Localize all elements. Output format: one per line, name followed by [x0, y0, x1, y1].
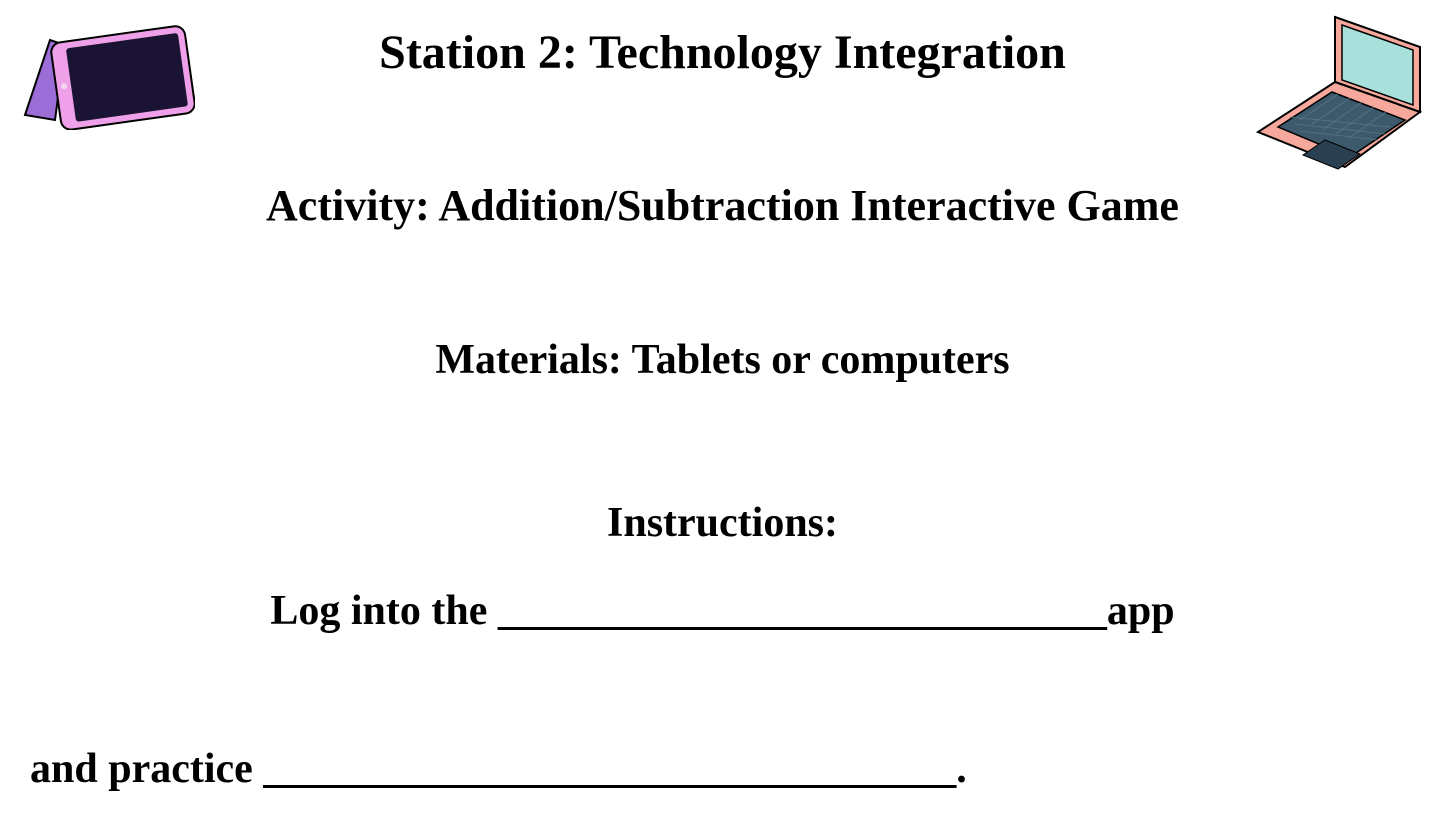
activity-text: Activity: Addition/Subtraction Interacti…	[0, 180, 1445, 231]
laptop-icon	[1250, 12, 1430, 182]
content-container: Station 2: Technology Integration Activi…	[0, 0, 1445, 793]
station-title: Station 2: Technology Integration	[0, 25, 1445, 80]
materials-text: Materials: Tablets or computers	[0, 336, 1445, 384]
instruction-line-1: Log into the ___________________________…	[0, 587, 1445, 635]
instructions-header: Instructions:	[0, 499, 1445, 547]
tablet-icon	[15, 20, 195, 135]
instruction-line-2: and practice ___________________________…	[0, 745, 1445, 793]
